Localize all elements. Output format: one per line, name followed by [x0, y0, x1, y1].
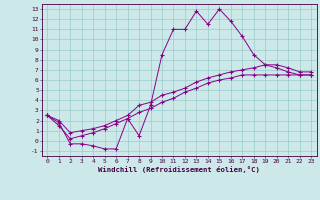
X-axis label: Windchill (Refroidissement éolien,°C): Windchill (Refroidissement éolien,°C): [98, 166, 260, 173]
